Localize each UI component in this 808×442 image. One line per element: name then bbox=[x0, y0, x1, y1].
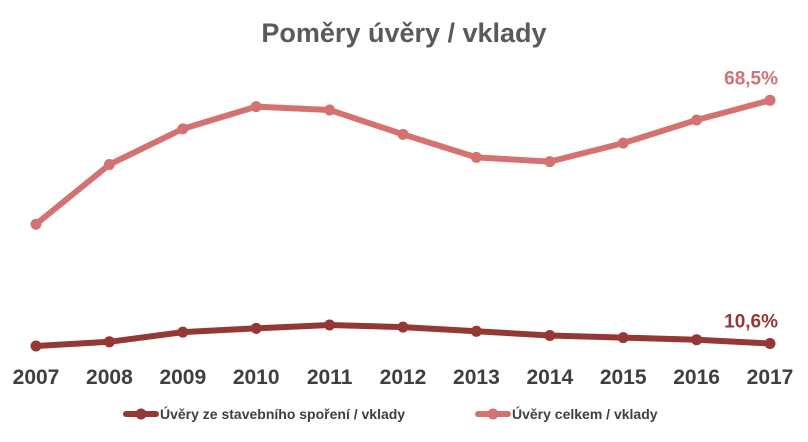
legend: Úvěry ze stavebního spoření / vklady Úvěr… bbox=[123, 405, 658, 422]
series-2-point-2017 bbox=[764, 94, 776, 106]
x-tick-label-2013: 2013 bbox=[453, 366, 500, 389]
series-1-point-2010 bbox=[250, 322, 262, 334]
legend-swatch-marker bbox=[487, 408, 499, 420]
x-tick-label-2009: 2009 bbox=[159, 366, 206, 389]
series-1-point-2016 bbox=[691, 334, 703, 346]
series-1-point-2015 bbox=[617, 332, 629, 344]
series-1-point-2017 bbox=[764, 337, 776, 349]
legend-swatch-marker bbox=[135, 408, 147, 420]
series-1-point-2013 bbox=[470, 325, 482, 337]
x-tick-label-2010: 2010 bbox=[233, 366, 280, 389]
series-2-point-2015 bbox=[617, 137, 629, 149]
series-2-point-2009 bbox=[177, 123, 189, 135]
series-2-point-2013 bbox=[470, 151, 482, 163]
series-2-point-2016 bbox=[691, 114, 703, 126]
series-1-point-2011 bbox=[324, 319, 336, 331]
x-tick-label-2016: 2016 bbox=[673, 366, 720, 389]
series-2-point-2012 bbox=[397, 128, 409, 140]
data-label-layer: 10,6% 68,5% bbox=[724, 68, 778, 332]
legend-label: Úvěry celkem / vklady bbox=[512, 405, 658, 422]
series-layer bbox=[30, 94, 776, 352]
series-2-point-2008 bbox=[103, 159, 115, 171]
series-2-point-2011 bbox=[324, 104, 336, 116]
x-tick-label-2012: 2012 bbox=[380, 366, 427, 389]
series-1-point-2012 bbox=[397, 321, 409, 333]
series-2-last-value-label: 68,5% bbox=[724, 68, 778, 89]
legend-item-2: Úvěry celkem / vklady bbox=[475, 405, 658, 422]
x-tick-label-2015: 2015 bbox=[600, 366, 647, 389]
series-1-last-value-label: 10,6% bbox=[724, 311, 778, 332]
series-1 bbox=[30, 319, 776, 352]
series-2-point-2014 bbox=[544, 156, 556, 168]
series-2-point-2007 bbox=[30, 218, 42, 230]
series-1-point-2007 bbox=[30, 340, 42, 352]
x-tick-label-2014: 2014 bbox=[526, 366, 573, 389]
series-2-line bbox=[33, 97, 773, 228]
series-1-point-2009 bbox=[177, 326, 189, 338]
x-tick-label-2008: 2008 bbox=[86, 366, 133, 389]
series-1-point-2014 bbox=[544, 330, 556, 341]
x-tick-label-2017: 2017 bbox=[747, 366, 794, 389]
legend-label: Úvěry ze stavebního spoření / vklady bbox=[160, 405, 405, 422]
x-axis-ticks: 2007 2008 2009 2010 2011 2012 2013 2014 2015 2016… bbox=[13, 366, 794, 389]
chart-title: Poměry úvěry / vklady bbox=[261, 18, 546, 48]
series-2-point-2010 bbox=[250, 101, 262, 113]
series-1-point-2008 bbox=[103, 336, 115, 348]
x-tick-label-2007: 2007 bbox=[13, 366, 60, 389]
x-tick-label-2011: 2011 bbox=[307, 366, 353, 389]
legend-item-1: Úvěry ze stavebního spoření / vklady bbox=[123, 405, 405, 422]
series-2 bbox=[30, 94, 776, 230]
